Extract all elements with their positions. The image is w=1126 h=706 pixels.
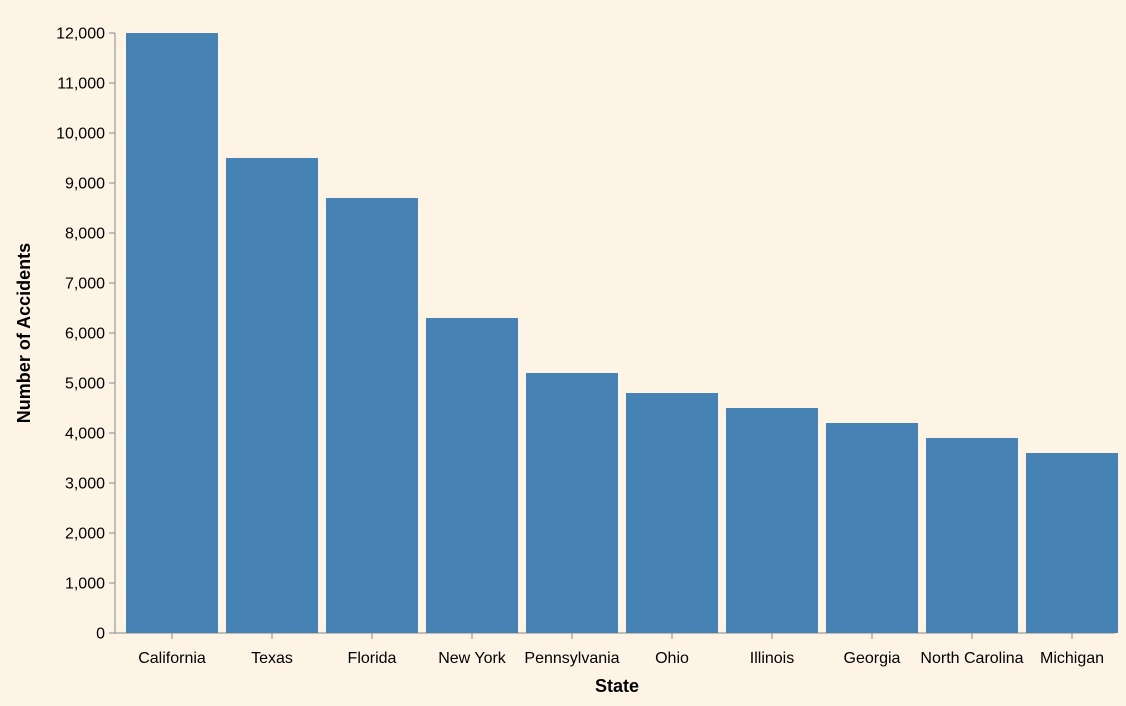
bars	[126, 33, 1118, 633]
y-tick-label: 3,000	[65, 476, 105, 493]
y-tick-label: 9,000	[65, 176, 105, 193]
bar	[526, 373, 618, 633]
y-tick-label: 0	[96, 626, 105, 643]
y-tick-label: 4,000	[65, 426, 105, 443]
x-tick-label: California	[138, 650, 206, 667]
y-tick-label: 1,000	[65, 576, 105, 593]
y-tick-label: 2,000	[65, 526, 105, 543]
x-tick-label: Ohio	[655, 650, 689, 667]
x-tick-label: Florida	[348, 650, 397, 667]
y-tick-label: 11,000	[57, 76, 105, 93]
y-tick-label: 10,000	[56, 126, 105, 143]
bar	[826, 423, 918, 633]
x-tick-label: Texas	[251, 650, 293, 667]
y-tick-label: 12,000	[56, 26, 105, 43]
bar	[426, 318, 518, 633]
bar	[1026, 453, 1118, 633]
y-axis-title: Number of Accidents	[14, 243, 34, 423]
bar	[726, 408, 818, 633]
y-axis: 0 1,000 2,000 3,000 4,000 5,000 6,000 7,000 8,00…	[56, 26, 116, 643]
x-tick-label: Pennsylvania	[524, 650, 619, 667]
x-tick-label: Michigan	[1040, 650, 1104, 667]
bar	[626, 393, 718, 633]
y-tick-label: 5,000	[65, 376, 105, 393]
bar	[126, 33, 218, 633]
x-axis: California Texas Florida New York Pennsylvan…	[115, 632, 1115, 667]
y-tick-label: 8,000	[65, 226, 105, 243]
y-tick-label: 7,000	[65, 276, 105, 293]
x-tick-label: North Carolina	[920, 650, 1023, 667]
x-axis-title: State	[595, 676, 639, 696]
x-tick-label: New York	[438, 650, 507, 667]
bar	[226, 158, 318, 633]
x-tick-label: Georgia	[844, 650, 901, 667]
y-tick-label: 6,000	[65, 326, 105, 343]
bar	[326, 198, 418, 633]
x-tick-label: Illinois	[750, 650, 794, 667]
bar	[926, 438, 1018, 633]
